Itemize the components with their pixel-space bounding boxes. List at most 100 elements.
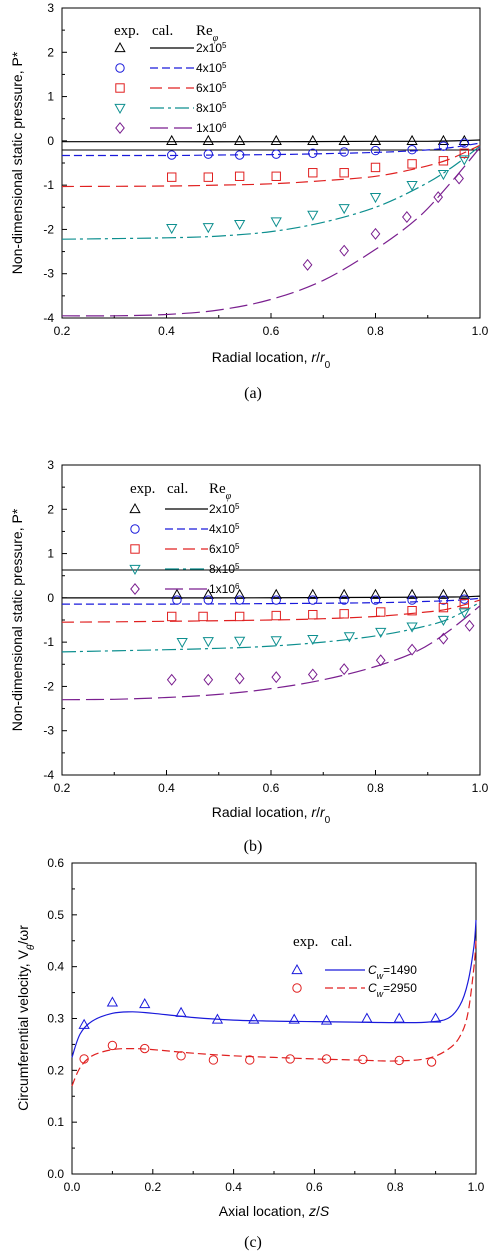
exp-point — [375, 654, 386, 667]
exp-point — [270, 217, 282, 228]
y-tick-label: 2 — [47, 502, 54, 516]
exp-point — [106, 996, 119, 1007]
x-tick-label: 0.6 — [306, 1180, 323, 1194]
x-tick-label: 0.8 — [367, 324, 384, 338]
exp-point — [308, 595, 318, 605]
exp-point — [203, 673, 214, 686]
x-axis-label-b: Radial location, r/r0 — [212, 804, 331, 826]
panel-c: 0.0 0.2 0.4 0.6 0.8 1.00.00.10.20.30.40.50.6 … — [15, 856, 485, 1251]
y-tick-label: 0.4 — [47, 960, 64, 974]
x-tick-label: 0.4 — [225, 1180, 242, 1194]
legend-a: exp. cal. Reφ 2x105 4x105 6x105 8x105 1x106 — [114, 23, 227, 135]
exp-point — [166, 224, 178, 235]
exp-point — [433, 191, 444, 204]
exp-point — [437, 134, 450, 145]
exp-point — [211, 1013, 224, 1024]
exp-point — [407, 159, 417, 169]
exp-point — [234, 171, 245, 181]
legend-marker — [130, 583, 140, 595]
legend-label: 8x105 — [196, 101, 227, 116]
exp-point — [271, 610, 281, 621]
exp-point — [233, 134, 246, 145]
exp-point — [208, 1055, 219, 1065]
exp-point — [437, 169, 450, 181]
calc-line — [61, 147, 481, 317]
exp-point — [271, 671, 282, 684]
exp-point — [459, 598, 470, 609]
plot-frame-a — [61, 7, 481, 319]
exp-point — [107, 1040, 118, 1051]
exp-point — [459, 138, 470, 148]
y-tick-label: 1 — [47, 547, 54, 561]
exp-point — [407, 606, 417, 616]
exp-point — [307, 134, 319, 145]
exp-point — [248, 1013, 260, 1024]
exp-point — [338, 588, 350, 599]
legend-head-cal-b: cal. — [167, 481, 188, 497]
legend-head-cal-c: cal. — [331, 934, 352, 950]
exp-point — [234, 672, 245, 685]
exp-point — [139, 997, 151, 1009]
exp-point — [233, 588, 246, 599]
exp-point — [339, 609, 349, 619]
exp-point — [343, 632, 356, 643]
caption-a: (a) — [244, 385, 262, 402]
x-tick-label: 0.2 — [54, 324, 71, 338]
exp-point — [393, 1012, 405, 1023]
legend-label: 1x106 — [196, 121, 227, 136]
exp-point — [271, 149, 281, 159]
legend-marker — [130, 524, 140, 534]
x-tick-label: 0.8 — [387, 1180, 404, 1194]
y-tick-label: 0 — [47, 591, 54, 605]
y-tick-label: 0.2 — [47, 1063, 64, 1077]
exp-point — [308, 609, 318, 620]
exp-point — [176, 638, 188, 649]
x-tick-label: 0.4 — [158, 324, 175, 338]
exp-point — [370, 145, 381, 156]
y-tick-label: 0.1 — [47, 1115, 64, 1129]
panel-b: 0.2 0.4 0.6 0.8 1.0 -4 -3 -2 -1 0 1 2 3 Non-dimensio… — [9, 458, 489, 855]
x-tick-label: 0.8 — [367, 781, 384, 795]
exp-point — [171, 588, 183, 599]
exp-point — [338, 204, 350, 215]
exp-point — [339, 663, 349, 676]
exp-point — [370, 595, 381, 605]
exp-point — [140, 1043, 150, 1054]
exp-point — [339, 595, 349, 605]
calc-line — [61, 597, 481, 605]
exp-point — [458, 155, 470, 166]
legend-marker — [114, 103, 126, 115]
legend-head-exp-c: exp. — [293, 934, 318, 950]
x-axis-label-c: Axial location, z/S — [219, 1203, 330, 1219]
exp-point — [233, 636, 246, 647]
legend-marker — [130, 544, 140, 554]
exp-point — [308, 168, 318, 178]
legend-label: Cw=2950 — [368, 981, 417, 999]
legend-marker — [292, 983, 302, 993]
exp-point — [369, 193, 382, 204]
exp-point — [406, 134, 418, 145]
exp-point — [308, 148, 318, 158]
exp-point — [79, 1054, 89, 1064]
legend-marker — [129, 502, 141, 514]
y-tick-label: 2 — [47, 45, 54, 59]
exp-point — [307, 668, 318, 681]
x-tick-label: 1.0 — [472, 781, 489, 795]
y-axis-label-b: Non-dimensional static pressure, P* — [9, 508, 25, 731]
legend-head-exp-a: exp. — [114, 23, 139, 39]
legend-label: 4x105 — [196, 61, 227, 76]
legend-label: 4x105 — [209, 522, 240, 537]
exp-point — [203, 172, 214, 182]
exp-point — [271, 171, 281, 181]
exp-point — [406, 181, 418, 192]
exp-point — [375, 627, 387, 638]
y-axis-label-c: Circumferential velocity, Vθ/ωr — [15, 925, 37, 1111]
exp-point — [438, 595, 449, 605]
exp-point — [321, 1054, 332, 1064]
x-tick-label: 0.2 — [144, 1180, 161, 1194]
exp-point — [285, 1054, 295, 1064]
exp-point — [376, 607, 386, 617]
exp-point — [172, 595, 182, 605]
exp-point — [307, 210, 319, 221]
